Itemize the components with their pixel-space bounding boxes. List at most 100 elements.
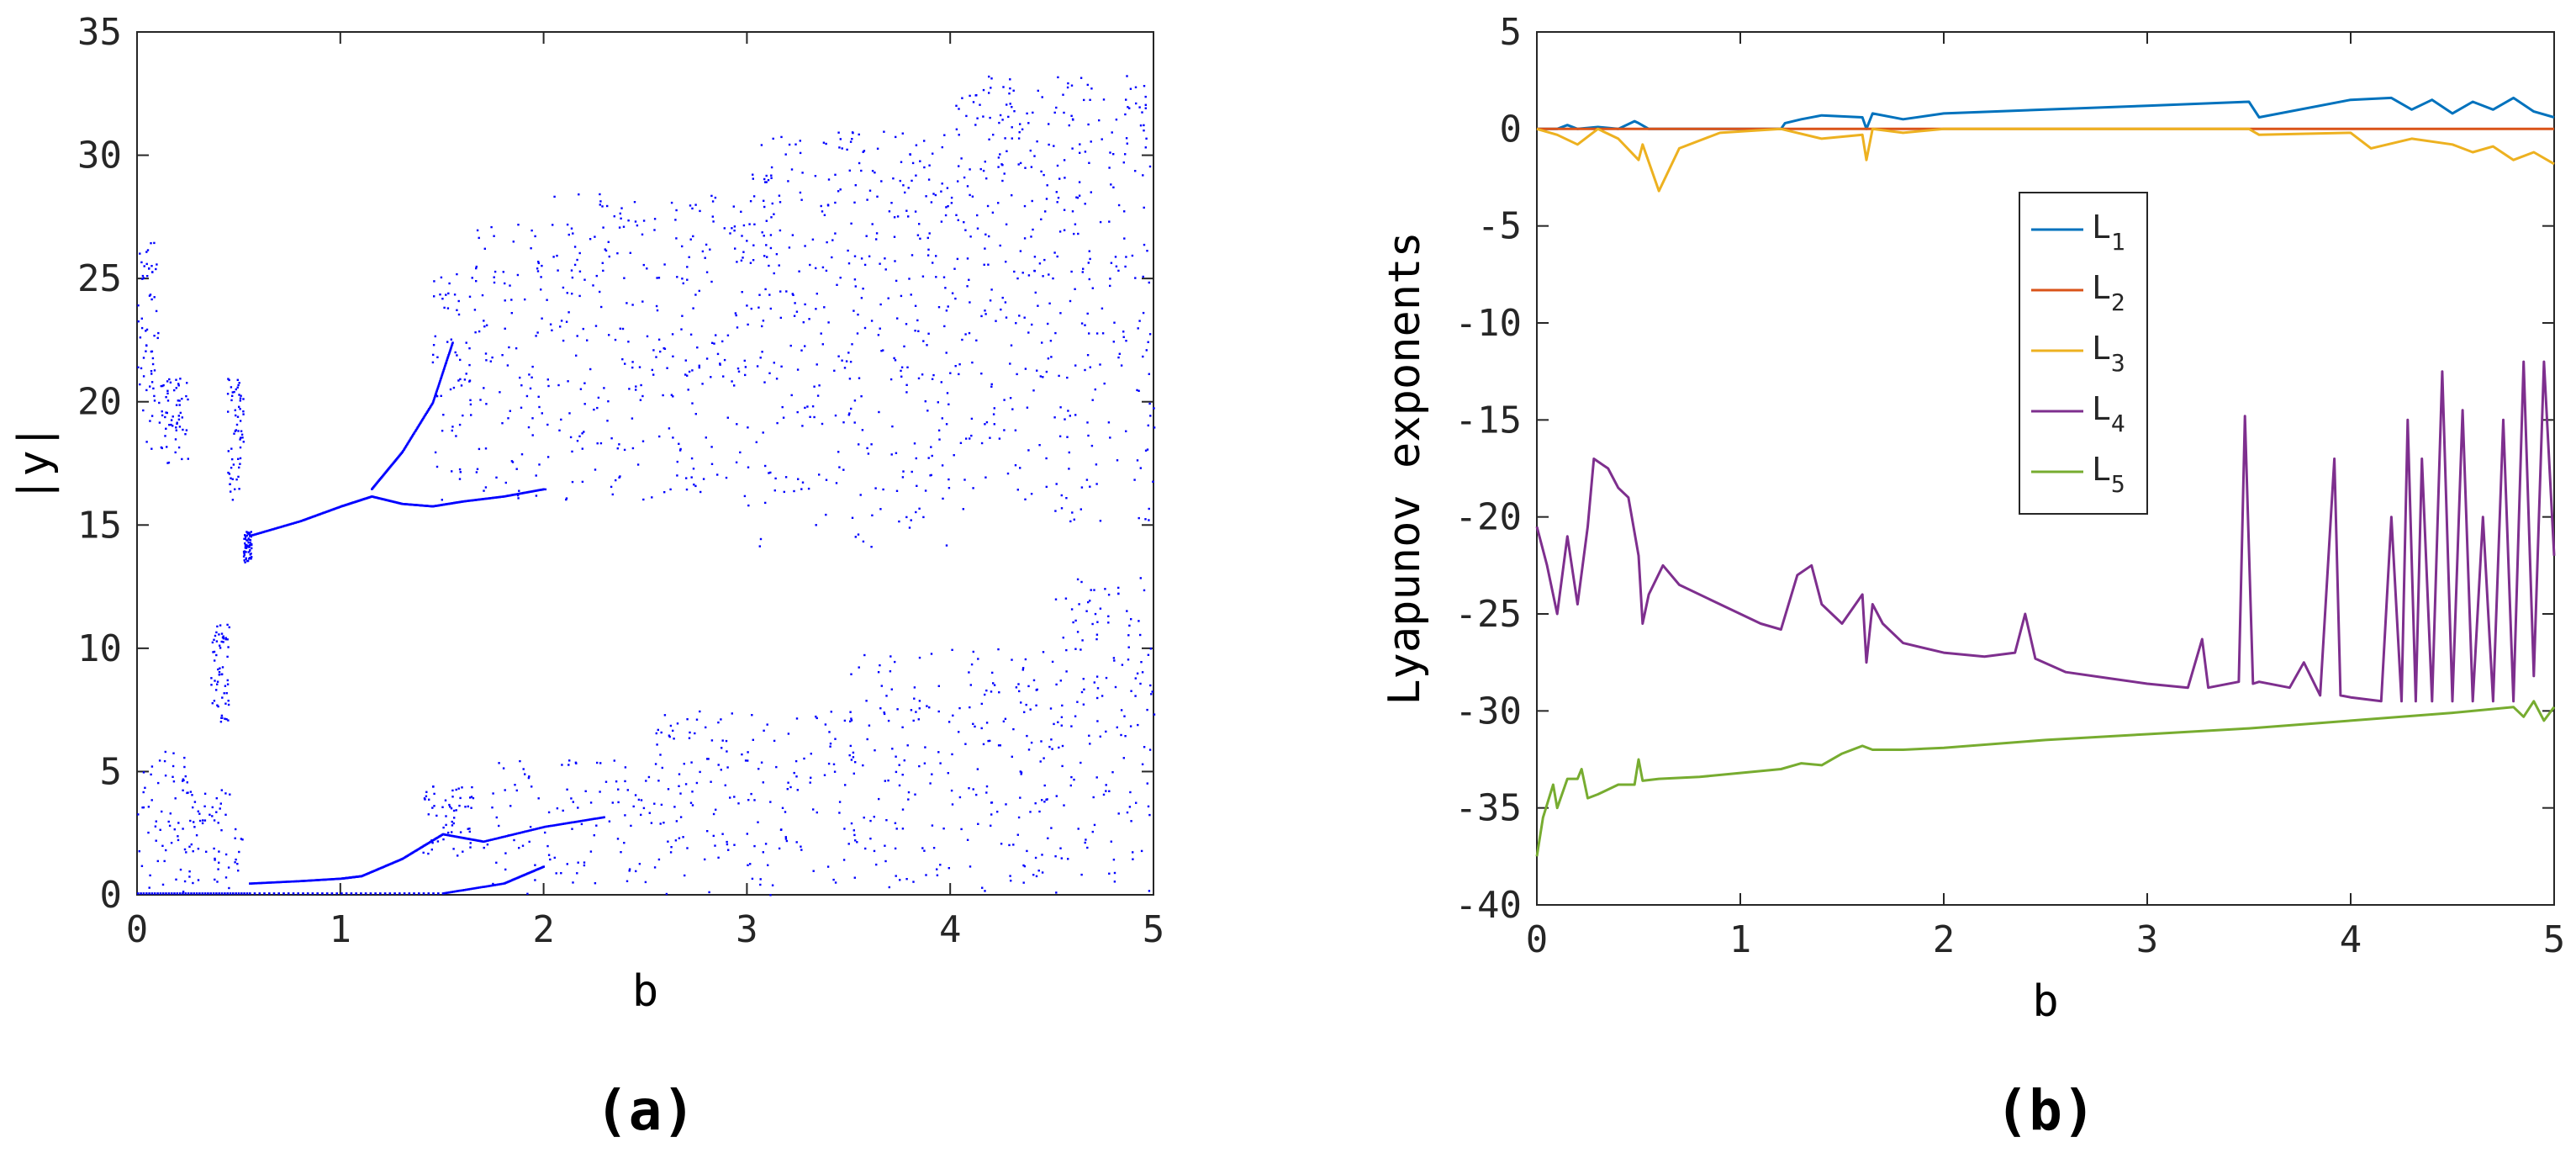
bifurcation-point: [653, 229, 656, 231]
bifurcation-point: [752, 177, 754, 180]
bifurcation-point: [510, 312, 513, 315]
y-tick-label: -5: [1477, 205, 1522, 248]
bifurcation-point: [762, 781, 764, 784]
bifurcation-point: [224, 685, 227, 687]
bifurcation-point: [1134, 86, 1138, 88]
bifurcation-point: [615, 479, 617, 482]
branch-point-zero-branch: [492, 884, 495, 886]
bifurcation-point: [631, 447, 635, 450]
bifurcation-point: [679, 447, 682, 451]
bifurcation-point: [741, 753, 743, 756]
bifurcation-point: [741, 291, 743, 294]
bifurcation-point: [1067, 82, 1069, 85]
bifurcation-point: [877, 334, 880, 336]
bifurcation-point: [1002, 720, 1006, 722]
bifurcation-point: [853, 201, 856, 204]
bifurcation-point: [589, 850, 593, 853]
bifurcation-point: [769, 894, 772, 896]
bifurcation-point: [509, 284, 511, 287]
bifurcation-point: [740, 259, 743, 262]
bifurcation-point: [1012, 89, 1015, 92]
bifurcation-point: [167, 461, 171, 464]
bifurcation-point: [640, 813, 642, 817]
branch-point-lower-periodic: [520, 831, 523, 834]
branch-point-zero-branch: [467, 888, 471, 891]
bifurcation-point: [520, 384, 523, 387]
bifurcation-point: [639, 399, 642, 401]
bifurcation-point: [580, 822, 583, 826]
bifurcation-point: [884, 257, 886, 260]
bifurcation-point: [451, 824, 454, 827]
y-tick-label: 30: [77, 135, 122, 177]
bifurcation-point: [1027, 122, 1030, 124]
bifurcation-point: [1040, 218, 1043, 220]
bifurcation-point: [1068, 468, 1070, 470]
bifurcation-point: [1138, 516, 1140, 520]
bifurcation-point: [675, 237, 678, 240]
bifurcation-point: [1070, 725, 1073, 727]
bifurcation-point: [572, 801, 574, 803]
bifurcation-point: [986, 204, 990, 208]
bifurcation-point: [210, 684, 213, 686]
bifurcation-point: [516, 494, 520, 497]
y-tick-label: -35: [1455, 787, 1522, 830]
bifurcation-point: [927, 178, 931, 181]
branch-point-upper-split: [437, 384, 440, 388]
bifurcation-point: [769, 307, 772, 310]
bifurcation-point: [736, 368, 740, 370]
bifurcation-point: [158, 421, 161, 424]
bifurcation-point: [1059, 406, 1062, 409]
branch-point-zero-branch: [245, 892, 249, 895]
branch-point-lower-periodic: [490, 838, 493, 841]
bifurcation-point: [536, 267, 539, 270]
bifurcation-point: [1122, 161, 1125, 164]
bifurcation-point: [1023, 237, 1027, 240]
bifurcation-point: [1040, 740, 1043, 743]
bifurcation-point: [162, 383, 165, 387]
bifurcation-point: [540, 288, 542, 291]
bifurcation-point: [820, 204, 822, 208]
branch-point-zero-branch: [422, 892, 425, 895]
bifurcation-point: [224, 792, 227, 795]
bifurcation-point: [750, 307, 752, 310]
bifurcation-point: [866, 198, 868, 201]
bifurcation-point: [1143, 130, 1145, 132]
bifurcation-point: [559, 325, 562, 328]
bifurcation-point: [1058, 435, 1062, 437]
bifurcation-point: [951, 803, 954, 806]
bifurcation-point: [743, 495, 747, 498]
branch-point-upper-split: [440, 375, 443, 378]
bifurcation-point: [773, 272, 775, 275]
bifurcation-point: [853, 876, 856, 879]
bifurcation-point: [672, 395, 674, 398]
bifurcation-point: [190, 843, 193, 846]
bifurcation-point: [946, 392, 949, 394]
branch-point-upper-split: [435, 390, 438, 394]
bifurcation-point: [626, 789, 629, 791]
bifurcation-point: [169, 812, 172, 815]
bifurcation-point: [1032, 679, 1036, 682]
branch-point-zero-branch: [379, 892, 382, 895]
bifurcation-point: [1060, 716, 1064, 718]
branch-point-lower-periodic: [277, 881, 279, 884]
bifurcation-point: [140, 261, 143, 264]
bifurcation-point: [610, 485, 613, 489]
bifurcation-point: [912, 719, 915, 722]
branch-point-upper-split: [430, 404, 433, 407]
bifurcation-point: [1078, 194, 1081, 197]
bifurcation-point: [827, 762, 831, 765]
bifurcation-point: [1073, 518, 1075, 521]
bifurcation-point: [1021, 667, 1025, 669]
bifurcation-point: [675, 209, 678, 212]
bifurcation-point: [192, 881, 194, 885]
bifurcation-point: [1137, 723, 1139, 727]
bifurcation-point: [209, 813, 211, 816]
bifurcation-point: [617, 788, 620, 791]
bifurcation-point: [1132, 858, 1134, 860]
bifurcation-point: [502, 271, 504, 273]
bifurcation-point: [716, 352, 720, 356]
bifurcation-point: [1076, 701, 1079, 703]
branch-point-lower-periodic: [541, 826, 545, 828]
bifurcation-point: [240, 838, 243, 840]
